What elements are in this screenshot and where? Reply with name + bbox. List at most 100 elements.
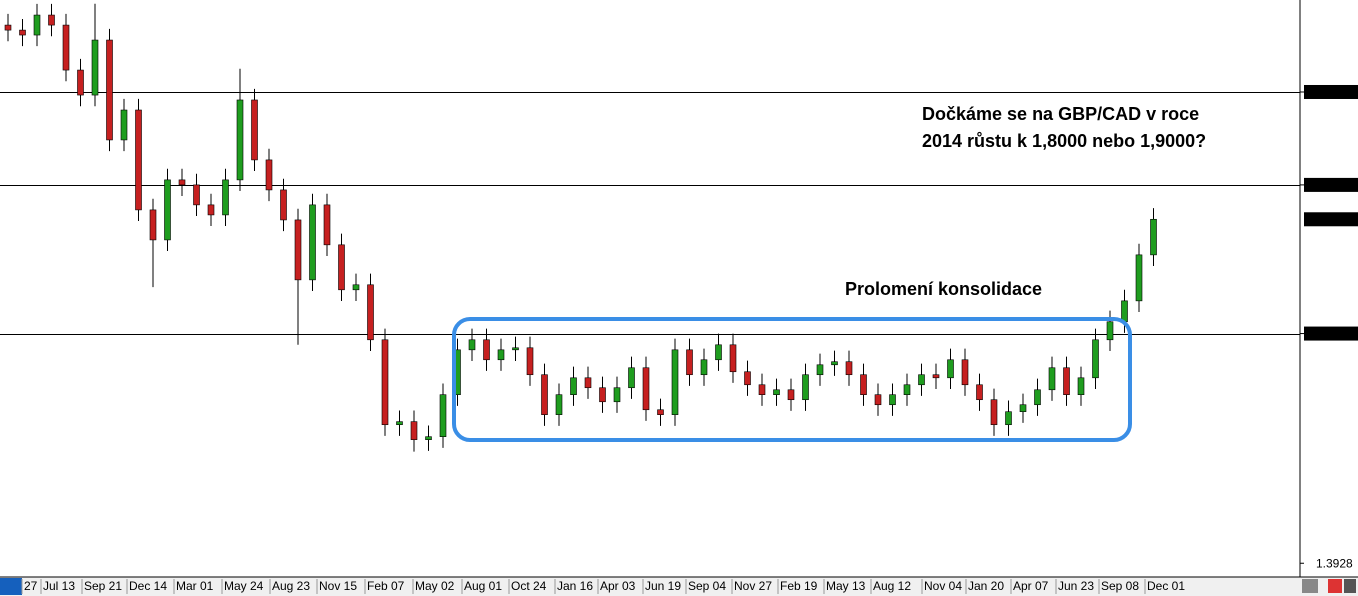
annotation: 2014 růstu k 1,8000 nebo 1,9000? xyxy=(922,131,1206,151)
candle-body xyxy=(744,371,751,386)
candle-body xyxy=(1092,339,1099,379)
y-tick-label: 1.6400 xyxy=(1316,327,1353,341)
plot xyxy=(0,3,1300,452)
candle-body xyxy=(903,384,911,396)
candle-body xyxy=(787,389,795,401)
candle-body xyxy=(309,204,316,281)
candle-body xyxy=(671,349,679,415)
candle-body xyxy=(889,394,896,406)
candle-body xyxy=(497,349,505,361)
tick-box xyxy=(1304,326,1358,341)
candle-body xyxy=(91,39,99,96)
y-tick-label: 1.9000 xyxy=(1316,85,1353,99)
toolbar-icon[interactable] xyxy=(1302,579,1318,593)
candle-body xyxy=(874,394,882,406)
candle-body xyxy=(367,284,374,341)
candle-body xyxy=(33,14,41,36)
candle-body xyxy=(932,374,940,379)
candle-body xyxy=(1150,218,1157,256)
x-tick-label: May 24 xyxy=(224,579,264,593)
time-axis-bar xyxy=(0,577,1358,596)
toolbar-icon[interactable] xyxy=(1328,579,1342,593)
candle-body xyxy=(149,209,157,241)
candle-body xyxy=(1063,367,1070,396)
x-tick-label: Nov 15 xyxy=(319,579,357,593)
candle-body xyxy=(816,364,824,376)
candle-body xyxy=(120,109,128,141)
x-tick-label: Feb 07 xyxy=(367,579,405,593)
candle-body xyxy=(1019,404,1027,413)
tick-box xyxy=(1304,84,1358,99)
candle-body xyxy=(526,347,534,376)
candle-body xyxy=(425,436,432,440)
x-tick-label: Nov 04 xyxy=(924,579,962,593)
candle-body xyxy=(1135,254,1143,302)
candle-body xyxy=(77,69,84,96)
candle-body xyxy=(961,359,969,386)
candle-body xyxy=(831,361,838,366)
candle-body xyxy=(4,24,12,31)
candle-body xyxy=(584,377,592,389)
x-tick-label: Oct 24 xyxy=(511,579,547,593)
candle-body xyxy=(280,189,287,221)
candle-body xyxy=(236,99,244,181)
candle-body xyxy=(352,284,360,291)
candle-body xyxy=(468,339,476,351)
candle-body xyxy=(1048,367,1056,391)
x-tick-label: Mar 01 xyxy=(176,579,214,593)
candle-body xyxy=(381,339,389,426)
candle-body xyxy=(483,339,490,361)
candle-body xyxy=(265,159,273,191)
candle-body xyxy=(686,349,693,376)
y-tick-label: 1.8000 xyxy=(1316,178,1353,192)
x-tick-label: Jan 16 xyxy=(557,579,593,593)
x-tick-label: Jun 23 xyxy=(1058,579,1094,593)
candle-body xyxy=(570,377,577,396)
candle-body xyxy=(613,387,621,403)
candle-body xyxy=(178,179,186,186)
x-tick-label: Nov 27 xyxy=(734,579,772,593)
candle-body xyxy=(758,384,766,396)
symbol-icon[interactable] xyxy=(0,578,22,595)
candle-body xyxy=(1106,321,1114,341)
x-tick-label: Dec 14 xyxy=(129,579,167,593)
candle-body xyxy=(657,409,664,415)
candle-body xyxy=(715,344,722,361)
candle-body xyxy=(628,367,635,389)
candle-body xyxy=(207,204,215,216)
x-tick-label: Sep 08 xyxy=(1101,579,1139,593)
x-tick-label: Aug 01 xyxy=(464,579,502,593)
x-tick-label: Jun 19 xyxy=(645,579,681,593)
candle-body xyxy=(773,389,780,396)
x-tick-label: Aug 12 xyxy=(873,579,911,593)
candle-body xyxy=(323,204,331,246)
candle-body xyxy=(1077,377,1085,396)
candle-body xyxy=(845,361,853,376)
candle-body xyxy=(251,99,258,161)
candle-body xyxy=(19,29,26,36)
candle-body xyxy=(599,387,606,403)
candle-body xyxy=(164,179,171,241)
candle-body xyxy=(860,374,867,396)
x-tick-label: Aug 23 xyxy=(272,579,310,593)
annotation: Prolomení konsolidace xyxy=(845,279,1042,299)
candle-body xyxy=(918,374,925,386)
x-tick-label: Sep 21 xyxy=(84,579,122,593)
candle-body xyxy=(135,109,142,211)
annotation: Dočkáme se na GBP/CAD v roce xyxy=(922,104,1199,124)
x-tick-label: Apr 07 xyxy=(1013,579,1049,593)
x-tick-label: May 13 xyxy=(826,579,866,593)
candle-body xyxy=(439,394,447,437)
toolbar-icon[interactable] xyxy=(1344,579,1356,593)
x-tick-label: May 02 xyxy=(415,579,455,593)
candle-body xyxy=(555,394,563,415)
candle-body xyxy=(62,24,70,71)
candle-body xyxy=(802,374,809,401)
candle-body xyxy=(338,244,345,291)
candle-body xyxy=(976,384,983,401)
candle-body xyxy=(396,421,403,426)
x-tick-label: Dec 01 xyxy=(1147,579,1185,593)
candle-body xyxy=(729,344,737,373)
candle-body xyxy=(48,14,55,26)
